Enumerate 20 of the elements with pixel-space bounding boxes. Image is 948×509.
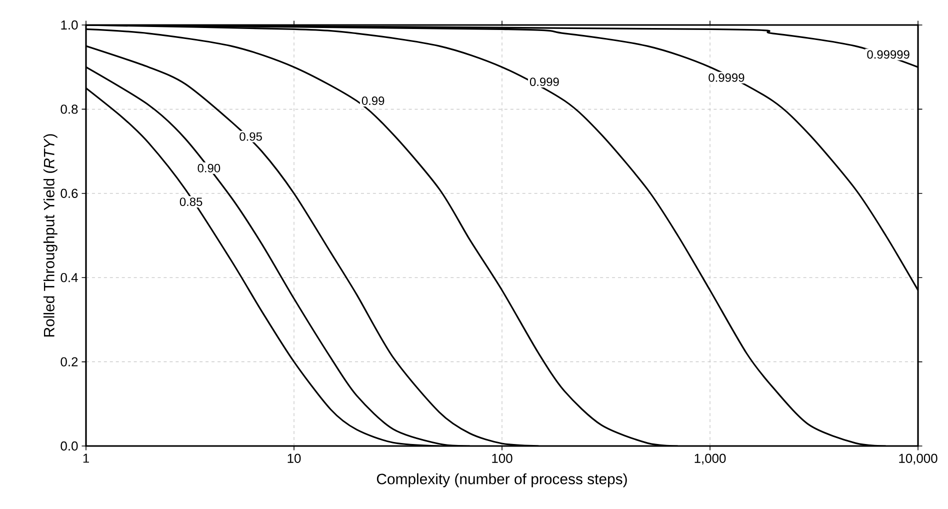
annotation: 0.9999 (708, 73, 744, 82)
y-axis-title: Rolled Throughput Yield (RTY) (43, 134, 58, 336)
x-tick-label: 10,000 (899, 454, 938, 464)
annotation: 0.95 (240, 132, 262, 141)
y-tick-label: 0.2 (60, 357, 78, 366)
x-tick-label: 1,000 (694, 454, 726, 464)
y-tick-label: 0.8 (60, 104, 78, 114)
annotation: 0.90 (198, 164, 220, 172)
x-tick-label: 100 (492, 454, 512, 463)
y-tick-label: 0.4 (60, 273, 78, 282)
y-tick-label: 0.6 (60, 188, 78, 198)
annotation: 0.99999 (867, 50, 910, 59)
y-tick-label: 1.0 (61, 20, 78, 30)
x-axis-title: Complexity (number of process steps) (376, 473, 627, 488)
x-tick-label: 10 (288, 454, 301, 463)
annotation: 0.999 (530, 78, 559, 86)
annotation: 0.85 (180, 198, 202, 206)
y-tick-label: 0.0 (60, 441, 78, 451)
annotation: 0.99 (362, 96, 384, 105)
x-tick-label: 1 (83, 454, 89, 463)
